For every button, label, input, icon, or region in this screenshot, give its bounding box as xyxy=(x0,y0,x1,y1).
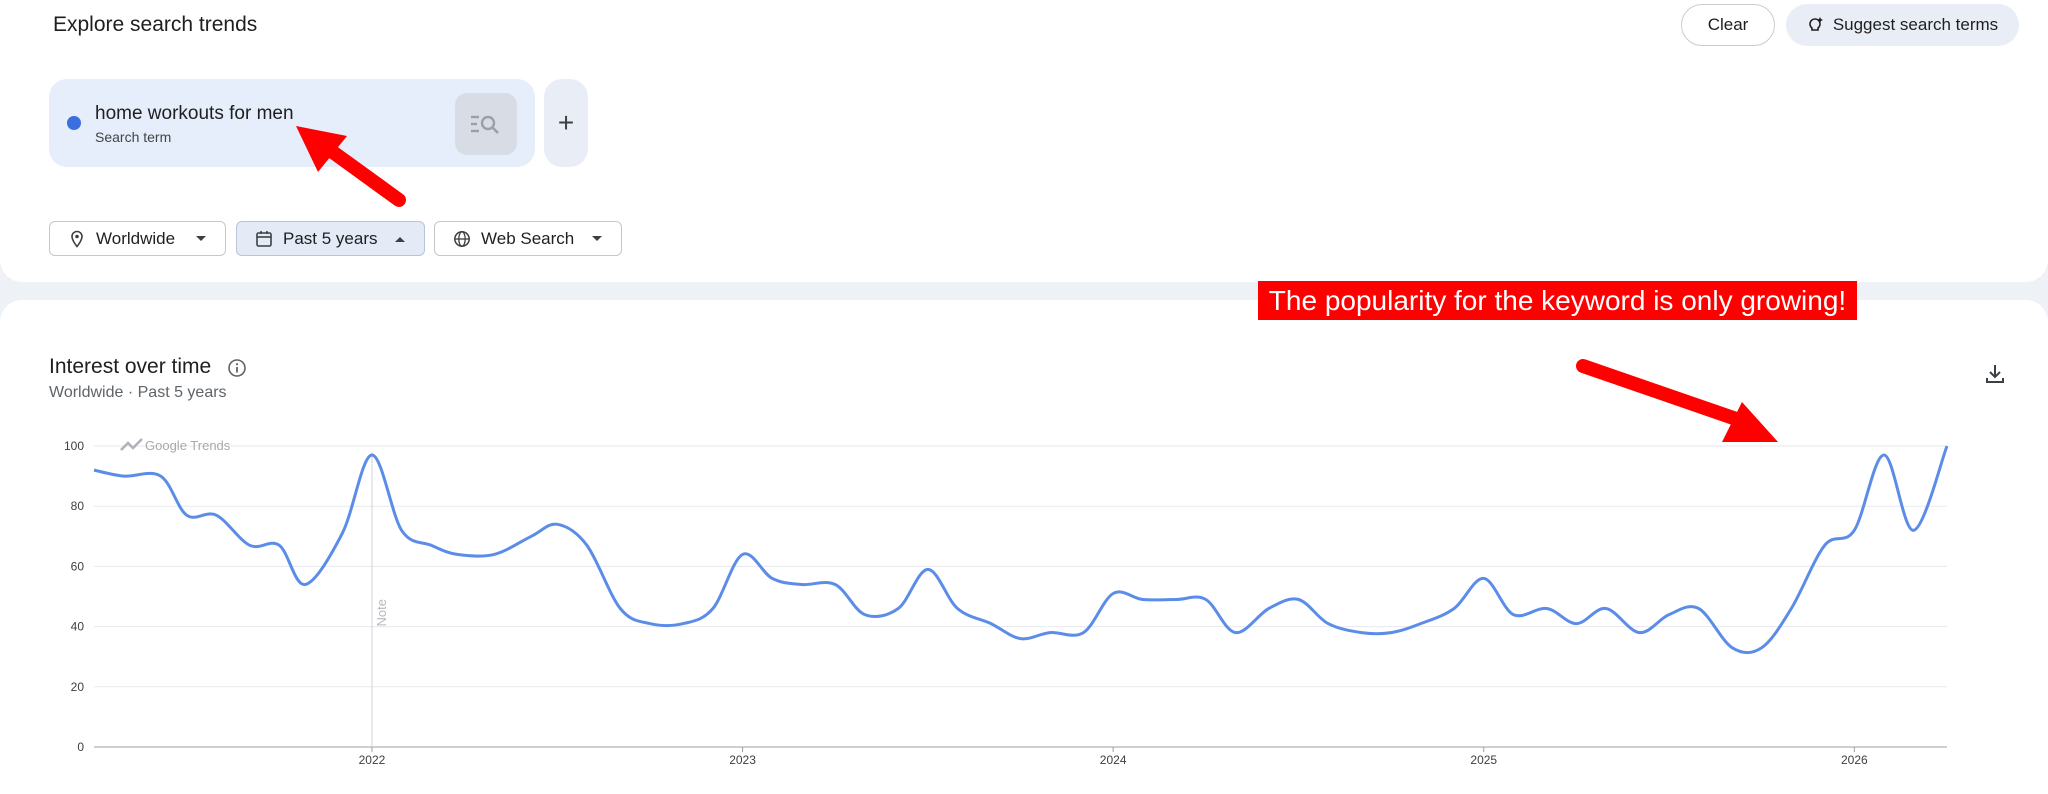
suggest-search-terms-button[interactable]: Suggest search terms xyxy=(1786,4,2019,46)
google-trends-watermark: Google Trends xyxy=(120,438,231,453)
chart-subtitle: Worldwide · Past 5 years xyxy=(49,384,227,401)
search-term-card[interactable]: home workouts for men Search term xyxy=(49,79,535,167)
x-tick-label: 2023 xyxy=(729,753,756,767)
clear-button[interactable]: Clear xyxy=(1681,4,1775,46)
x-axis-ticks: 2022 2023 2024 2025 2026 xyxy=(359,747,1868,767)
time-range-filter-label: Past 5 years xyxy=(283,228,378,248)
y-tick-label: 80 xyxy=(71,499,85,513)
page-title: Explore search trends xyxy=(53,13,258,36)
time-range-filter[interactable]: Past 5 years xyxy=(236,221,425,256)
info-icon[interactable] xyxy=(227,358,247,378)
chart-grid xyxy=(94,445,1947,748)
location-pin-icon xyxy=(68,230,86,248)
suggest-label: Suggest search terms xyxy=(1832,15,1999,34)
y-axis-ticks: 0 20 40 60 80 100 xyxy=(64,439,84,754)
watermark-text: Google Trends xyxy=(145,438,231,453)
globe-icon xyxy=(453,230,471,248)
search-type-filter-label: Web Search xyxy=(481,228,575,248)
chart-title: Interest over time xyxy=(49,355,212,378)
x-tick-label: 2022 xyxy=(359,753,386,767)
chevron-up-icon xyxy=(394,235,406,243)
x-tick-label: 2025 xyxy=(1470,753,1497,767)
y-tick-label: 100 xyxy=(64,439,84,453)
y-tick-label: 20 xyxy=(71,680,85,694)
search-type-filter[interactable]: Web Search xyxy=(434,221,622,256)
calendar-icon xyxy=(255,230,273,248)
chevron-down-icon xyxy=(591,235,603,243)
chevron-down-icon xyxy=(195,235,207,243)
x-tick-label: 2026 xyxy=(1841,753,1868,767)
location-filter-label: Worldwide xyxy=(96,228,176,248)
annotation-callout: The popularity for the keyword is only g… xyxy=(1258,281,1857,320)
sparkle-bulb-icon xyxy=(1807,16,1825,34)
download-icon[interactable] xyxy=(1984,363,2006,385)
y-tick-label: 40 xyxy=(71,620,85,634)
series-line-home-workouts-for-men xyxy=(93,445,1949,655)
term-color-dot xyxy=(67,116,81,130)
location-filter[interactable]: Worldwide xyxy=(49,221,226,256)
term-search-button[interactable] xyxy=(455,93,517,155)
trend-arrow-icon xyxy=(120,438,143,451)
x-tick-label: 2024 xyxy=(1100,753,1127,767)
y-tick-label: 0 xyxy=(77,740,84,754)
search-list-icon xyxy=(469,112,503,136)
add-term-button[interactable]: + xyxy=(544,79,588,167)
search-term-name[interactable]: home workouts for men xyxy=(95,103,294,124)
search-term-type: Search term xyxy=(95,129,172,145)
y-tick-label: 60 xyxy=(71,559,85,573)
note-label[interactable]: Note xyxy=(374,599,389,626)
